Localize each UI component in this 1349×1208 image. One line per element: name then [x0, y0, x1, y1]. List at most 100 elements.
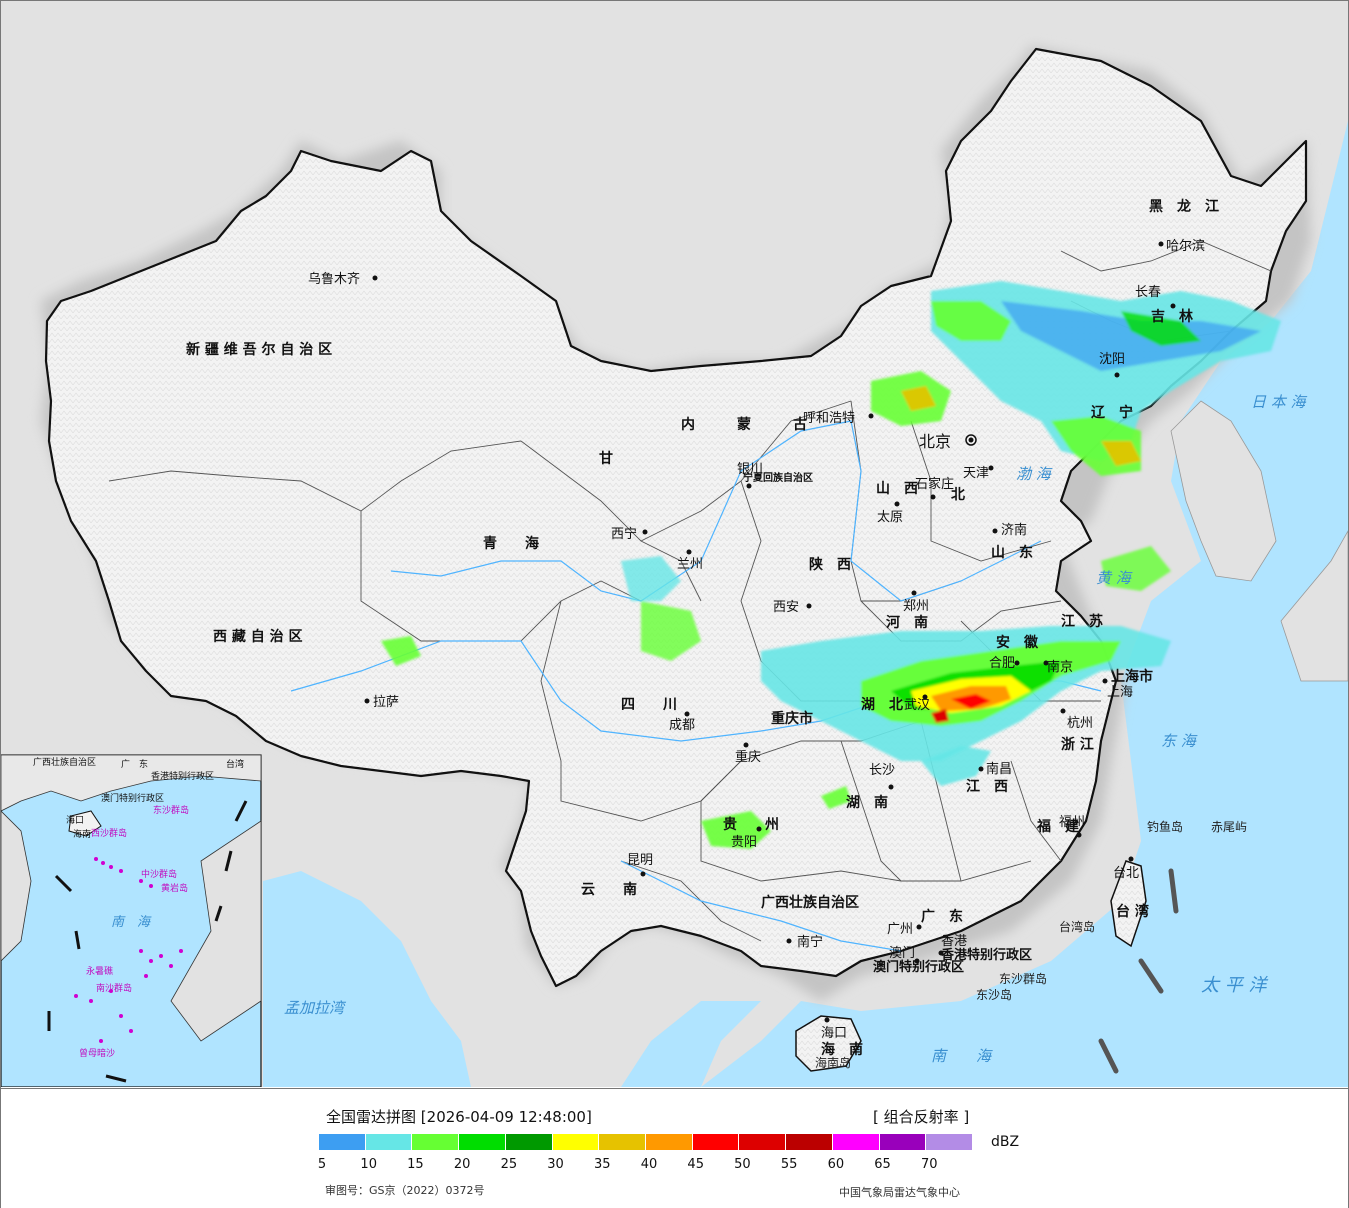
- cities-label-haikou: 海口: [821, 1026, 847, 1041]
- inset-label: 广 东: [121, 758, 148, 770]
- legend-tick-label: 30: [547, 1157, 564, 1172]
- legend-tick-label: 25: [500, 1157, 518, 1172]
- islands-label-chiwei: 赤尾屿: [1211, 820, 1247, 834]
- regions-label-zhejiang: 浙 江: [1061, 736, 1094, 753]
- city-dot-harbin: [1158, 241, 1164, 247]
- legend-tick-label: 65: [874, 1157, 891, 1172]
- city-dot-haikou: [824, 1017, 830, 1023]
- islands-label-diaoyu: 钓鱼岛: [1147, 819, 1183, 834]
- legend-swatch: [552, 1134, 599, 1150]
- city-dot-chengdu: [684, 711, 690, 717]
- cities-label-tianjin: 天津: [963, 466, 989, 481]
- city-dot-macau_c: [914, 958, 920, 964]
- inset-nanhai-label: 南 海: [111, 915, 152, 930]
- inset-label: 黄岩岛: [161, 882, 188, 894]
- legend-tick-label: 40: [640, 1157, 658, 1172]
- cities-label-beijing: 北京: [919, 432, 951, 451]
- regions-label-xizang: 西 藏 自 治 区: [213, 628, 303, 645]
- seas-label-donghai: 东 海: [1161, 732, 1198, 750]
- regions-label-qinghai: 青 海: [483, 535, 539, 552]
- regions-label-heilongjiang: 黑 龙 江: [1149, 198, 1219, 215]
- legend-swatch: [739, 1134, 786, 1150]
- legend-swatch: [926, 1134, 972, 1150]
- cities-label-xian: 西安: [773, 600, 799, 615]
- echo-tibet: [381, 636, 421, 666]
- publisher: 中国气象局雷达气象中心: [839, 1186, 960, 1199]
- cities-label-nanning: 南宁: [797, 934, 823, 950]
- legend-tick-label: 5: [317, 1157, 327, 1172]
- nine-dash-line-main: [1098, 868, 1179, 1074]
- city-dot-kunming: [640, 871, 646, 877]
- echo-qinghai: [621, 556, 681, 601]
- regions-label-ningxia: 宁夏回族自治区: [743, 471, 813, 484]
- echo-yangtze-red: [951, 694, 991, 709]
- city-dot-xian: [806, 603, 812, 609]
- regions-label-yunnan: 云 南: [581, 881, 637, 898]
- inset-label: 永暑礁: [86, 965, 113, 977]
- cities-label-yinchuan: 银川: [737, 462, 763, 477]
- cities-label-taiyuan: 太原: [877, 510, 903, 525]
- sea-bengal: [263, 871, 471, 1087]
- cities-label-chongqing_c: 重庆: [735, 749, 761, 765]
- legend-tick-label: 55: [780, 1157, 798, 1172]
- legend-swatch: [599, 1134, 645, 1150]
- regions-label-hubei: 湖 北: [861, 697, 903, 713]
- regions-label-jilin: 吉 林: [1151, 308, 1193, 325]
- city-dot-xining: [642, 529, 648, 535]
- seas-label-nanhai: 南 海: [931, 1047, 993, 1065]
- cities-label-urumqi: 乌鲁木齐: [308, 271, 360, 287]
- inset-label: 海口: [66, 814, 84, 826]
- echo-northeast-blue: [1001, 301, 1261, 371]
- city-dot-jinan: [992, 528, 998, 534]
- cities-label-changsha: 长沙: [869, 763, 895, 778]
- legend-unit: dBZ: [991, 1134, 1020, 1150]
- sea-south-inset-gap: [621, 1001, 761, 1087]
- cities-label-lanzhou: 兰州: [677, 557, 703, 572]
- regions-label-macau: 澳门特别行政区: [873, 959, 964, 975]
- echo-jiangxi: [921, 746, 991, 786]
- regions-label-shanxi: 山 西: [876, 481, 918, 497]
- echo-northeast-green2: [1121, 311, 1201, 346]
- city-dot-wuhan: [922, 694, 928, 700]
- legend-swatch: [505, 1134, 552, 1150]
- mosaic-timestamp: [2026-04-09 12:48:00]: [420, 1108, 592, 1126]
- regions-label-chongqing: 重庆市: [771, 710, 813, 727]
- echo-guizhou: [701, 811, 771, 849]
- regions-label-shandong: 山 东: [991, 544, 1033, 561]
- capital-marker-icon: [965, 434, 977, 446]
- city-dot-lanzhou: [686, 549, 692, 555]
- cities-label-shanghai_c: 上海: [1107, 685, 1133, 700]
- city-dot-hangzhou: [1060, 708, 1066, 714]
- city-dot-changsha: [888, 784, 894, 790]
- city-dot-hohhot: [868, 413, 874, 419]
- regions-label-henan: 河 南: [886, 614, 928, 631]
- echo-hohhot-yellow: [901, 386, 936, 411]
- taiwan-island: [1110, 860, 1147, 948]
- echo-gansu: [641, 601, 701, 661]
- legend-swatch: [786, 1134, 832, 1150]
- radar-echoes: [381, 281, 1281, 849]
- islands-label-dongsha: 东沙群岛: [999, 971, 1047, 986]
- city-dot-shijiazhuang: [930, 494, 936, 500]
- regions-label-anhui: 安 徽: [996, 634, 1039, 651]
- legend-ticks: 5 10 15 20 25 30 35 40 45 50 55 60 65 70: [317, 1157, 973, 1173]
- cities-label-guiyang: 贵阳: [731, 835, 757, 850]
- legend-tick-label: 15: [407, 1157, 424, 1172]
- inset-label: 广西壮族自治区: [33, 756, 96, 768]
- cities-label-hefei: 合肥: [989, 656, 1015, 671]
- legend-tick-label: 60: [827, 1157, 845, 1172]
- legend-tick-label: 10: [360, 1157, 377, 1172]
- city-dot-taipei: [1128, 856, 1134, 862]
- map-labels: 新 疆 维 吾 尔 自 治 区西 藏 自 治 区 青 海 甘四 川云 南 贵 州 重庆市…: [186, 198, 1308, 1070]
- legend-swatch: [692, 1134, 739, 1150]
- inset-label: 西沙群岛: [91, 827, 127, 839]
- echo-northeast-green: [931, 301, 1011, 341]
- seas-label-huanghai: 黄 海: [1096, 569, 1133, 587]
- city-dot-zhengzhou: [911, 590, 917, 596]
- inset-label: 海南: [73, 828, 91, 840]
- legend-swatch: [319, 1134, 365, 1150]
- radar-map: 新 疆 维 吾 尔 自 治 区西 藏 自 治 区 青 海 甘四 川云 南 贵 州 重庆市…: [1, 1, 1348, 1087]
- legend-swatch: [365, 1134, 412, 1150]
- legend-tick-label: 45: [687, 1157, 704, 1172]
- cities-label-jinan: 济南: [1001, 522, 1027, 538]
